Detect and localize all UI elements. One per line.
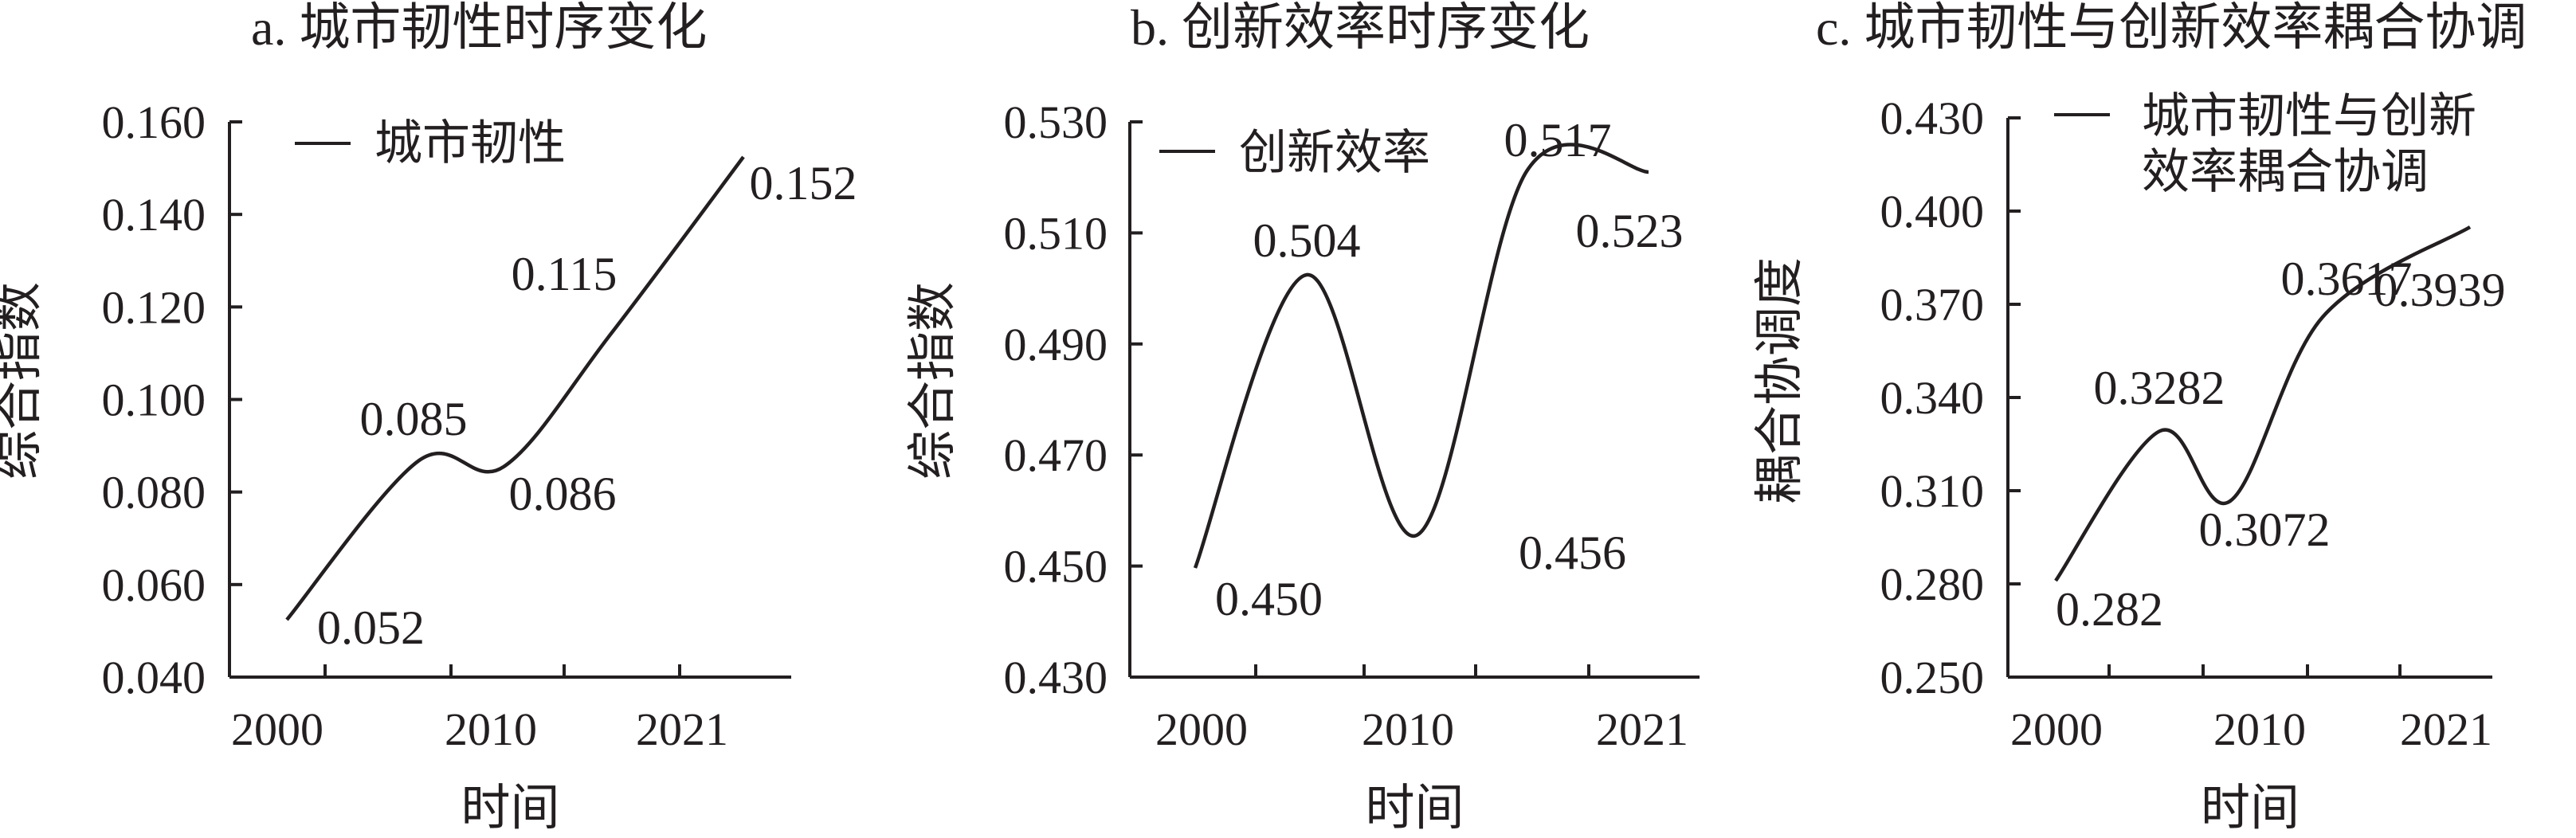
y-tick-label: 0.160	[102, 96, 206, 148]
data-label: 0.523	[1576, 205, 1684, 257]
y-tick-label: 0.450	[1004, 541, 1108, 593]
data-label: 0.3072	[2199, 503, 2331, 556]
x-tick-label: 2021	[636, 703, 728, 755]
data-label: 0.085	[360, 393, 468, 445]
chart-panel-1: a. 城市韧性时序变化 0.040 0.060 0.080 0.100 0.120 0.14…	[0, 0, 857, 836]
x-tick-label: 2021	[2400, 703, 2492, 755]
x-tick-label: 2010	[2213, 703, 2306, 755]
x-tick-label: 2010	[445, 703, 537, 755]
y-tick-label: 0.040	[102, 652, 206, 703]
data-label: 0.456	[1519, 527, 1626, 579]
series-line	[285, 155, 745, 621]
y-tick-label: 0.430	[1880, 92, 1985, 144]
data-label: 0.3617	[2281, 253, 2413, 305]
x-axis-label: 时间	[2201, 781, 2300, 834]
data-label: 0.504	[1253, 214, 1361, 267]
x-tick-label: 2021	[1596, 703, 1688, 755]
y-tick-label: 0.370	[1880, 279, 1985, 331]
data-label: 0.517	[1504, 114, 1612, 166]
legend-label: 效率耦合协调	[2142, 146, 2429, 198]
y-axis-label: 综合指数	[906, 282, 960, 480]
data-label: 0.152	[750, 157, 857, 210]
y-tick-label: 0.430	[1004, 652, 1108, 703]
chart-panel-2: b. 创新效率时序变化 0.430 0.450 0.470 0.490 0.510 0.53…	[906, 0, 1700, 836]
data-label: 0.3282	[2094, 362, 2225, 414]
y-tick-label: 0.120	[102, 281, 206, 333]
data-label: 0.450	[1215, 573, 1323, 625]
y-axis-label: 耦合协调度	[1753, 257, 1807, 504]
y-tick-label: 0.280	[1880, 558, 1985, 610]
x-tick-label: 2000	[2010, 703, 2103, 755]
y-tick-label: 0.530	[1004, 96, 1108, 148]
y-tick-label: 0.340	[1880, 372, 1985, 424]
panel-title: a. 城市韧性时序变化	[251, 0, 707, 56]
y-tick-label: 0.060	[102, 559, 206, 611]
y-tick-label: 0.310	[1880, 465, 1985, 517]
y-tick-label: 0.080	[102, 467, 206, 519]
y-tick-label: 0.250	[1880, 652, 1985, 703]
y-tick-label: 0.400	[1880, 186, 1985, 237]
series-line	[1193, 143, 1649, 569]
legend-label: 城市韧性与创新	[2142, 90, 2476, 143]
legend-label: 城市韧性	[374, 117, 566, 170]
panel-title: c. 城市韧性与创新效率耦合协调	[1816, 0, 2527, 56]
x-tick-label: 2010	[1362, 703, 1454, 755]
y-axis-label: 综合指数	[0, 282, 46, 480]
y-tick-label: 0.490	[1004, 319, 1108, 370]
y-tick-label: 0.510	[1004, 207, 1108, 259]
x-axis-label: 时间	[461, 781, 559, 834]
data-label: 0.115	[512, 248, 618, 300]
x-tick-label: 2000	[1155, 703, 1248, 755]
y-tick-label: 0.470	[1004, 429, 1108, 481]
chart-panel-3: c. 城市韧性与创新效率耦合协调 0.250 0.280 0.310 0.340 0.37…	[1753, 0, 2527, 836]
y-tick-label: 0.100	[102, 374, 206, 426]
panel-title: b. 创新效率时序变化	[1131, 0, 1590, 56]
data-label: 0.3939	[2374, 264, 2506, 316]
series-line	[2054, 225, 2472, 582]
legend-label: 创新效率	[1239, 127, 1430, 179]
data-label: 0.086	[509, 468, 617, 520]
data-label: 0.052	[317, 601, 425, 654]
x-axis-label: 时间	[1365, 781, 1464, 834]
y-tick-label: 0.140	[102, 189, 206, 241]
data-label: 0.282	[2056, 583, 2163, 636]
x-tick-label: 2000	[231, 703, 323, 755]
